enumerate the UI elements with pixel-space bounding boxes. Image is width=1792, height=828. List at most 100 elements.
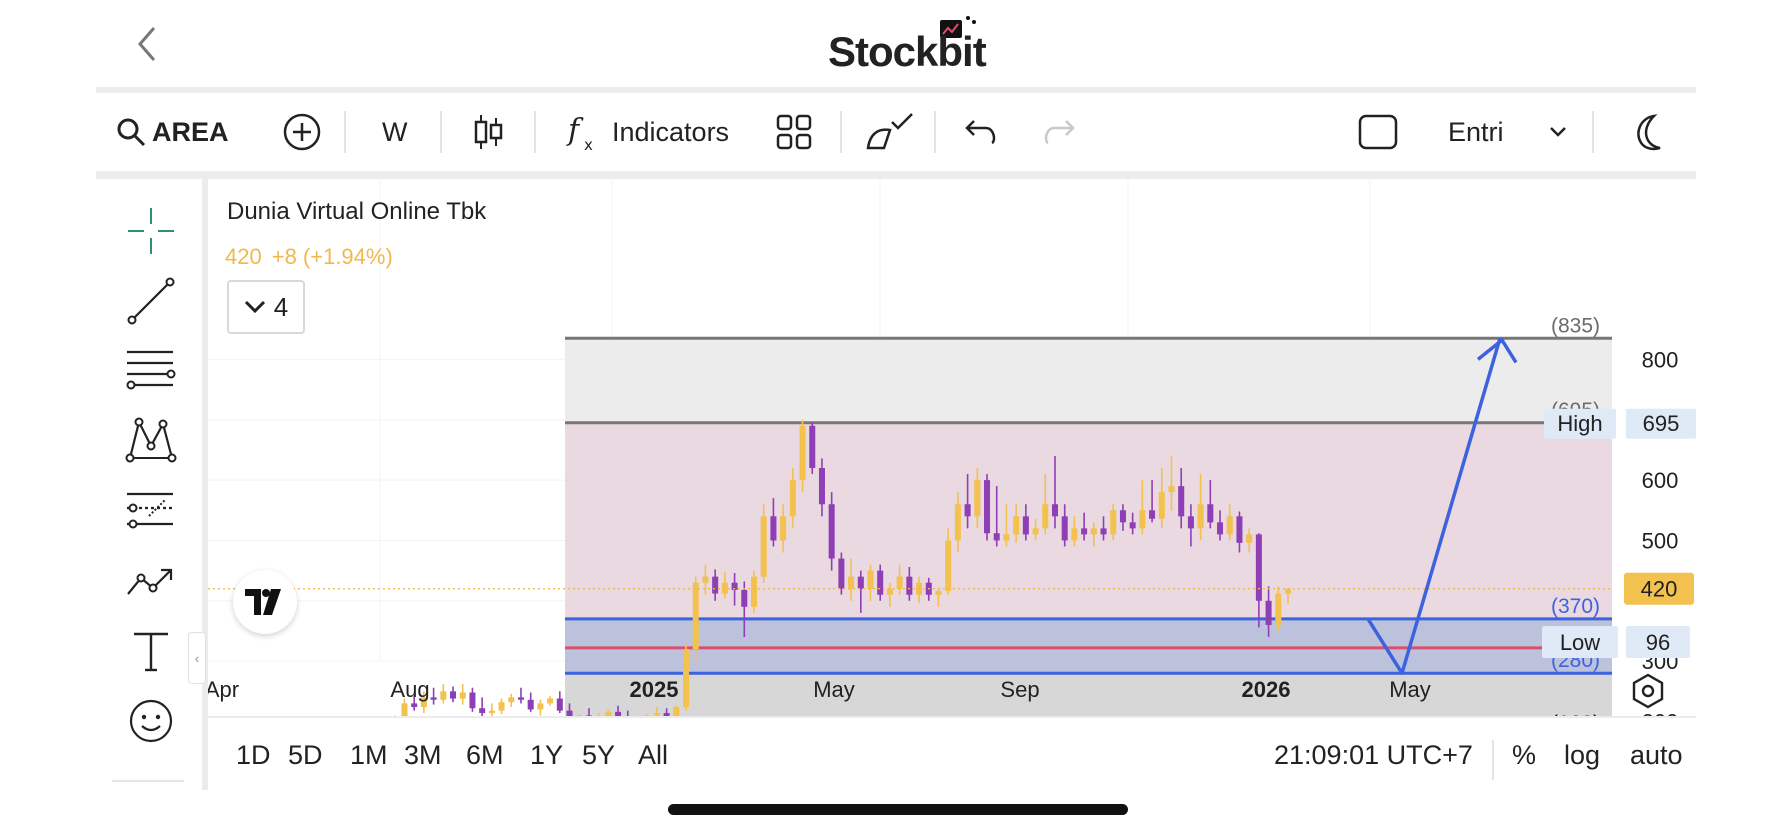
candle-body[interactable] <box>488 710 495 714</box>
candle-body[interactable] <box>517 697 524 700</box>
candle-body[interactable] <box>1217 522 1224 535</box>
candle-body[interactable] <box>877 570 884 595</box>
candle-body[interactable] <box>566 710 573 716</box>
candle-body[interactable] <box>848 576 855 589</box>
candle-body[interactable] <box>459 692 466 699</box>
candle-body[interactable] <box>867 570 874 589</box>
candle-body[interactable] <box>585 715 592 716</box>
trend-line-tool[interactable] <box>120 270 182 332</box>
candle-body[interactable] <box>1284 588 1292 594</box>
candle-body[interactable] <box>450 691 457 699</box>
candle-body[interactable] <box>731 582 738 590</box>
undo-button[interactable] <box>964 93 1000 171</box>
chart-type-button[interactable] <box>472 93 504 171</box>
candle-body[interactable] <box>818 468 825 505</box>
candle-body[interactable] <box>1168 486 1175 493</box>
candle-body[interactable] <box>1022 516 1029 535</box>
candle-body[interactable] <box>760 516 767 577</box>
candle-body[interactable] <box>809 425 816 469</box>
candle-body[interactable] <box>750 576 758 607</box>
range-button-5y[interactable]: 5Y <box>582 740 616 770</box>
crosshair-tool[interactable] <box>120 200 182 262</box>
candle-body[interactable] <box>789 480 796 517</box>
candle-body[interactable] <box>954 504 961 541</box>
candle-body[interactable] <box>673 707 680 716</box>
candle-body[interactable] <box>1207 504 1214 523</box>
candle-body[interactable] <box>702 576 709 583</box>
candle-body[interactable] <box>935 591 942 595</box>
range-button-1m[interactable]: 1M <box>350 740 388 770</box>
candle-body[interactable] <box>653 713 660 716</box>
range-button-3m[interactable]: 3M <box>404 740 442 770</box>
candle-body[interactable] <box>1129 522 1136 529</box>
candle-body[interactable] <box>498 702 505 711</box>
candle-body[interactable] <box>440 691 447 700</box>
range-button-1d[interactable]: 1D <box>236 740 271 770</box>
candle-body[interactable] <box>1255 534 1262 601</box>
candle-body[interactable] <box>1119 510 1126 523</box>
prediction-tool[interactable] <box>120 480 182 542</box>
collapse-sidebar-button[interactable]: ‹ <box>188 632 206 684</box>
candle-body[interactable] <box>1100 528 1107 535</box>
candle-body[interactable] <box>469 692 476 709</box>
percent-toggle[interactable]: % <box>1512 740 1537 770</box>
candle-body[interactable] <box>1032 528 1039 535</box>
candle-body[interactable] <box>663 713 670 716</box>
candle-body[interactable] <box>537 703 544 710</box>
range-button-all[interactable]: All <box>638 740 669 770</box>
candle-body[interactable] <box>857 576 864 589</box>
candle-body[interactable] <box>615 711 622 716</box>
candle-body[interactable] <box>886 588 893 595</box>
back-button[interactable] <box>130 22 170 66</box>
interval-button[interactable]: W <box>382 93 407 171</box>
candle-body[interactable] <box>964 504 971 517</box>
candle-body[interactable] <box>993 533 1000 541</box>
range-button-1y[interactable]: 1Y <box>530 740 564 770</box>
range-button-5d[interactable]: 5D <box>288 740 323 770</box>
candle-body[interactable] <box>1275 593 1282 625</box>
log-toggle[interactable]: log <box>1564 740 1601 770</box>
candle-body[interactable] <box>1081 528 1088 535</box>
candle-body[interactable] <box>1139 510 1146 529</box>
candle-body[interactable] <box>547 698 554 704</box>
candle-body[interactable] <box>527 699 534 710</box>
layout-select[interactable]: Entri <box>1448 93 1504 171</box>
symbol-search-button[interactable]: AREA <box>116 93 229 171</box>
compare-button[interactable] <box>282 93 322 171</box>
candle-body[interactable] <box>828 504 835 559</box>
chart-settings-button[interactable] <box>1630 673 1666 709</box>
drawing-toggle-button[interactable] <box>864 93 916 171</box>
candle-body[interactable] <box>644 715 651 716</box>
candle-body[interactable] <box>1003 534 1010 541</box>
path-tool[interactable] <box>120 550 182 612</box>
candle-body[interactable] <box>896 576 903 589</box>
fullscreen-button[interactable] <box>1358 93 1398 171</box>
candle-body[interactable] <box>770 516 777 541</box>
candle-body[interactable] <box>411 703 418 708</box>
candle-body[interactable] <box>838 558 845 589</box>
candle-body[interactable] <box>741 589 748 607</box>
candle-body[interactable] <box>974 480 981 517</box>
candle-body[interactable] <box>984 480 991 534</box>
templates-button[interactable] <box>776 93 812 171</box>
price-chart[interactable]: (835)(695)(370)(322)(280)(168)8006005003… <box>208 180 1696 716</box>
pattern-tool[interactable] <box>120 410 182 472</box>
candle-body[interactable] <box>430 697 437 700</box>
layout-dropdown-button[interactable] <box>1548 93 1568 171</box>
candle-body[interactable] <box>1090 528 1097 535</box>
candle-body[interactable] <box>692 582 699 650</box>
range-button-6m[interactable]: 6M <box>466 740 504 770</box>
redo-button[interactable] <box>1040 93 1076 171</box>
candle-body[interactable] <box>945 540 952 592</box>
candle-body[interactable] <box>1110 510 1117 535</box>
candle-body[interactable] <box>1013 516 1020 535</box>
candle-body[interactable] <box>1265 600 1272 625</box>
candle-body[interactable] <box>1051 504 1058 517</box>
candle-body[interactable] <box>906 576 913 595</box>
emoji-tool[interactable] <box>120 690 182 752</box>
projection-path[interactable] <box>1366 337 1502 675</box>
candle-body[interactable] <box>1187 516 1194 529</box>
fib-tool[interactable] <box>120 340 182 402</box>
candle-body[interactable] <box>683 649 690 708</box>
candle-body[interactable] <box>712 576 719 594</box>
